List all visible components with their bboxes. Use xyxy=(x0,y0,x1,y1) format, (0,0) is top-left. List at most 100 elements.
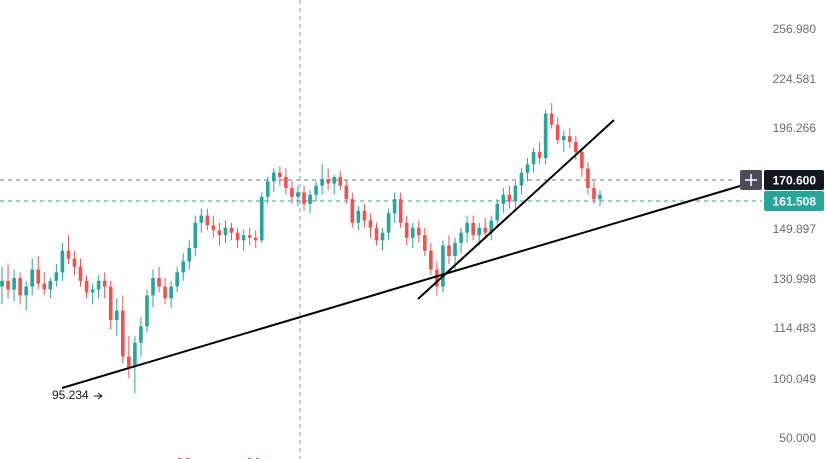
candle-body xyxy=(423,235,427,251)
candle xyxy=(163,277,167,305)
candle-body xyxy=(410,227,415,238)
candle-body xyxy=(531,151,536,165)
candle xyxy=(30,258,35,296)
candle-body xyxy=(380,232,385,241)
candle xyxy=(0,266,4,305)
trendline-layer[interactable] xyxy=(61,119,741,389)
candle-body xyxy=(278,172,282,177)
candle-body xyxy=(157,277,161,287)
price-axis-label: 50.000 xyxy=(779,431,816,445)
candle xyxy=(549,102,554,129)
candle xyxy=(380,227,385,251)
candle xyxy=(193,215,198,257)
candle-body xyxy=(114,310,119,320)
add-alert-plus-button[interactable] xyxy=(740,170,762,190)
candle xyxy=(42,272,47,296)
candle xyxy=(18,272,22,305)
candle-body xyxy=(477,227,482,236)
last-price-value: 161.508 xyxy=(773,195,817,209)
candle-body xyxy=(555,124,560,141)
candle xyxy=(96,275,101,299)
candle-body xyxy=(290,187,294,197)
candle-body xyxy=(127,356,131,368)
candle-body xyxy=(549,113,554,125)
candle xyxy=(392,192,397,223)
candle-body xyxy=(296,192,300,197)
candle xyxy=(217,222,222,246)
candle-body xyxy=(181,261,186,273)
candle xyxy=(555,117,560,144)
last-price-tag: 161.508 xyxy=(764,191,824,211)
candle-body xyxy=(453,242,457,257)
candle xyxy=(356,206,361,231)
candle xyxy=(181,253,186,281)
candle-body xyxy=(416,227,421,236)
candle xyxy=(374,222,379,246)
candle-body xyxy=(332,176,337,184)
candle-body xyxy=(84,280,89,293)
candle xyxy=(199,208,204,233)
candle xyxy=(211,215,216,238)
candle-body xyxy=(66,250,71,259)
candle-body xyxy=(507,194,512,202)
candle-body xyxy=(78,266,83,281)
candle-body xyxy=(356,210,361,223)
candle-body xyxy=(374,227,379,241)
candle xyxy=(102,272,107,299)
candle xyxy=(284,168,288,195)
candle xyxy=(278,166,282,186)
candle xyxy=(175,266,179,293)
price-axis-label: 196.266 xyxy=(773,121,817,135)
candle xyxy=(580,147,584,177)
candle-body xyxy=(495,203,500,221)
candle xyxy=(362,203,367,228)
candle-body xyxy=(513,185,518,202)
plus-icon xyxy=(745,174,757,186)
support-trendline[interactable] xyxy=(61,185,741,389)
candle-body xyxy=(247,235,252,238)
candle xyxy=(525,158,530,182)
candle xyxy=(368,213,373,238)
candle-body xyxy=(362,210,367,221)
candle-body xyxy=(30,269,35,287)
candle xyxy=(54,264,59,287)
candle-body xyxy=(483,227,488,233)
rising-trendline[interactable] xyxy=(417,119,615,300)
low-price-marker: 95.234 xyxy=(52,388,103,402)
low-price-value: 95.234 xyxy=(52,388,89,402)
candle xyxy=(441,240,445,293)
candle xyxy=(108,280,113,330)
candle-body xyxy=(253,237,258,241)
candle-body xyxy=(120,310,125,357)
candle xyxy=(66,235,71,265)
candle-body xyxy=(489,220,494,233)
candle xyxy=(223,220,228,243)
candle-body xyxy=(598,194,602,200)
candle xyxy=(6,264,10,299)
candle xyxy=(489,215,494,241)
candle xyxy=(561,130,566,152)
candle xyxy=(429,242,433,276)
candle xyxy=(537,141,542,165)
candle xyxy=(410,222,415,249)
candle-body xyxy=(308,194,312,204)
price-axis-label: 100.049 xyxy=(773,372,817,386)
candle xyxy=(272,168,276,193)
candle-body xyxy=(193,222,198,249)
candle-body xyxy=(519,172,524,186)
price-axis-label: 224.581 xyxy=(773,72,817,86)
candle-body xyxy=(24,286,28,296)
candle xyxy=(133,336,137,394)
candle-body xyxy=(586,168,590,188)
candle xyxy=(241,230,246,251)
candle-layer xyxy=(0,102,602,394)
price-axis[interactable]: 256.980 224.581 196.266 149.897 130.998 114.4… xyxy=(740,22,824,445)
candle xyxy=(459,227,463,254)
candle-body xyxy=(18,277,22,296)
candle xyxy=(386,208,391,241)
candle-body xyxy=(48,280,53,290)
candle-body xyxy=(525,164,530,173)
candle-body xyxy=(102,280,107,287)
candle xyxy=(145,289,149,333)
